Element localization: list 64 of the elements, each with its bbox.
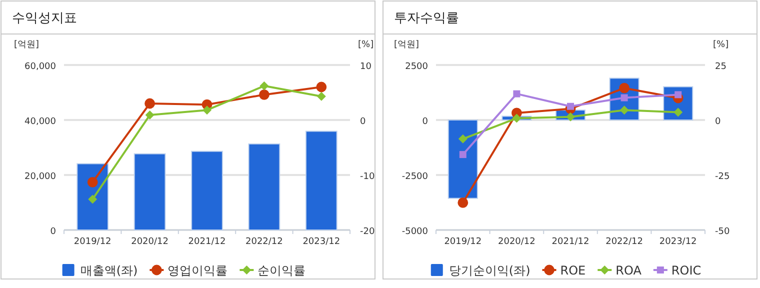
y-tick-label: 40,000: [24, 117, 56, 127]
y2-axis-title: [%]: [713, 40, 729, 50]
point: [88, 194, 98, 204]
point: [144, 98, 155, 109]
point: [619, 82, 630, 94]
x-tick-label: 2020/12: [498, 237, 536, 247]
point: [458, 198, 468, 208]
y-tick-label: 0: [422, 117, 428, 127]
bar: [248, 143, 280, 230]
y2-axis-title: [%]: [358, 40, 374, 50]
x-tick-label: 2019/12: [444, 237, 482, 247]
legend-label: 순이익률: [258, 264, 306, 278]
point: [674, 91, 682, 98]
legend-label: 영업이익률: [168, 264, 228, 278]
x-tick-label: 2023/12: [659, 237, 697, 247]
x-tick-label: 2021/12: [552, 237, 590, 247]
bar: [76, 163, 109, 230]
point: [674, 108, 683, 117]
x-tick-label: 2021/12: [188, 237, 226, 247]
y2-tick-label: -50: [715, 227, 730, 237]
y-tick-label: -5000: [402, 227, 428, 237]
point: [145, 110, 154, 120]
chart-title: 투자수익률: [394, 11, 459, 26]
point: [459, 151, 466, 158]
y-tick-label: 20,000: [24, 172, 56, 182]
y-tick-label: -2500: [402, 172, 428, 182]
x-tick-label: 2022/12: [246, 237, 283, 247]
bar: [134, 153, 166, 230]
y2-tick-label: 10: [360, 62, 372, 72]
point: [512, 114, 522, 123]
x-tick-label: 2023/12: [302, 237, 340, 247]
point: [259, 90, 270, 100]
point: [620, 94, 628, 102]
legend-label: 당기순이익(좌): [448, 264, 530, 278]
y2-tick-label: -10: [360, 172, 375, 182]
y-tick-label: 60,000: [24, 62, 56, 72]
bar: [191, 150, 223, 230]
point: [260, 81, 269, 90]
y2-tick-label: -20: [360, 227, 375, 237]
bar: [305, 130, 338, 230]
y2-tick-label: 0: [360, 117, 366, 127]
x-tick-label: 2022/12: [606, 237, 643, 247]
point: [513, 90, 520, 98]
point: [87, 176, 98, 188]
legend-label: 매출액(좌): [80, 264, 138, 278]
y-axis-title: [억원]: [14, 40, 40, 50]
y-tick-label: 2500: [405, 62, 428, 72]
legend-label: ROA: [616, 264, 642, 278]
y2-tick-label: 25: [715, 62, 726, 72]
x-tick-label: 2019/12: [74, 237, 112, 247]
y-tick-label: 0: [50, 227, 56, 237]
bar: [448, 120, 478, 199]
point: [316, 82, 327, 92]
point: [458, 134, 468, 144]
point: [620, 106, 629, 115]
point: [316, 92, 326, 101]
point: [202, 106, 212, 115]
x-tick-label: 2020/12: [131, 237, 168, 247]
chart-title: 수익성지표: [12, 11, 77, 26]
legend-label: ROIC: [671, 264, 702, 278]
y2-tick-label: -25: [715, 172, 730, 182]
legend-label: ROE: [560, 264, 586, 278]
y-axis-title: [억원]: [394, 40, 420, 50]
y2-tick-label: 0: [715, 117, 721, 127]
